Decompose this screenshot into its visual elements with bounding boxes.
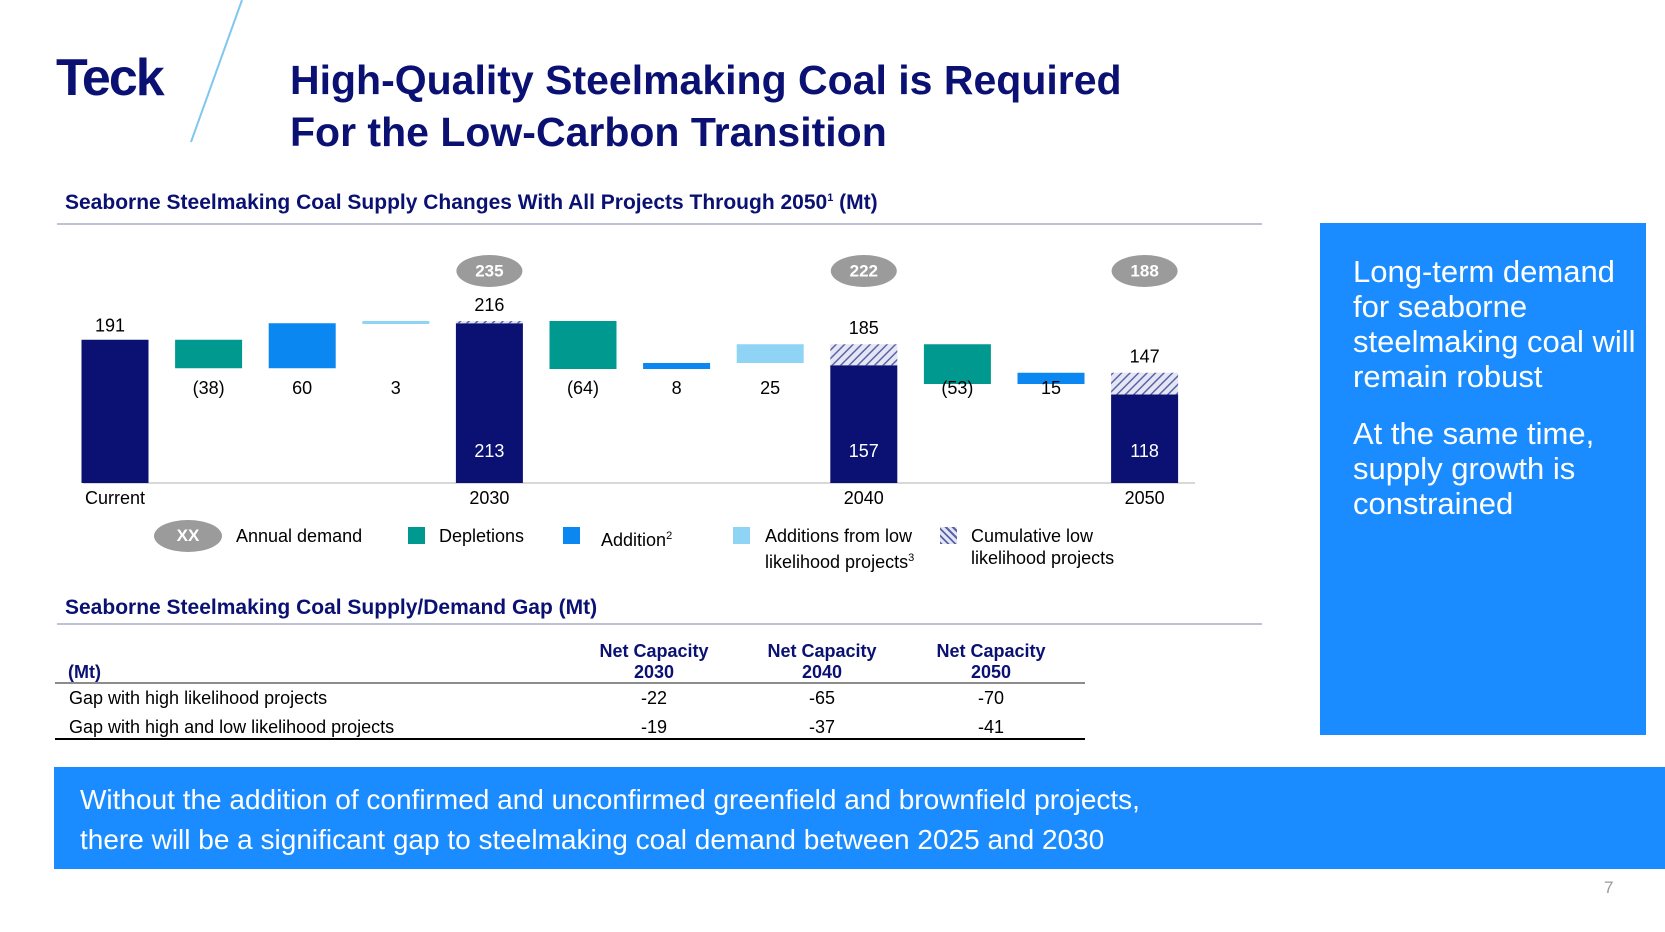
column-header: 2030 xyxy=(633,662,675,682)
value-label: 213 xyxy=(474,441,504,461)
value-label: 191 xyxy=(95,316,125,336)
value-label: 60 xyxy=(292,378,312,398)
legend-label: Addition xyxy=(601,530,667,550)
logo: Teck xyxy=(56,49,165,107)
sidebar: Long-term demand for seaborne steelmakin… xyxy=(1353,254,1638,521)
legend-swatch xyxy=(940,527,957,544)
chart-title-unit: (Mt) xyxy=(839,191,878,214)
sidebar-paragraph: At the same time, supply growth is const… xyxy=(1353,416,1595,521)
legend-swatch xyxy=(563,527,580,544)
table-cell: -19 xyxy=(640,717,667,737)
category-label: Current xyxy=(85,488,145,508)
sidebar-paragraph: Long-term demand for seaborne steelmakin… xyxy=(1353,254,1636,394)
change-bar xyxy=(736,344,804,363)
change-bar xyxy=(1017,372,1085,384)
page-number: 7 xyxy=(1604,878,1614,897)
change-bar xyxy=(923,344,991,384)
demand-label: 235 xyxy=(475,261,503,280)
footnote-mark: 2 xyxy=(666,530,673,542)
value-label: 3 xyxy=(391,378,401,398)
value-label: 15 xyxy=(1041,378,1061,398)
demand-label: 222 xyxy=(850,261,878,280)
legend-label: Depletions xyxy=(439,526,525,546)
category-label: 2030 xyxy=(469,488,509,508)
table-cell: -41 xyxy=(977,717,1004,737)
column-header: 2040 xyxy=(801,662,843,682)
value-label: (38) xyxy=(193,378,225,398)
column-header: Net Capacity xyxy=(936,641,1046,661)
value-label: (64) xyxy=(567,378,599,398)
row-label: Gap with high and low likelihood project… xyxy=(69,717,395,737)
banner-line: there will be a significant gap to steel… xyxy=(80,824,1105,855)
table-cell: -65 xyxy=(808,688,835,708)
table-corner: (Mt) xyxy=(68,662,101,682)
chart-title-text: Seaborne Steelmaking Coal Supply Changes… xyxy=(65,191,828,214)
slide-title: High-Quality Steelmaking Coal is Require… xyxy=(290,54,1122,158)
banner-box xyxy=(54,767,1665,869)
footnote-mark: 1 xyxy=(827,192,834,204)
title-line: High-Quality Steelmaking Coal is Require… xyxy=(290,57,1122,103)
category-label: 2040 xyxy=(844,488,884,508)
legend-item: Addition2 xyxy=(601,525,672,551)
legend-item: Additions from low likelihood projects3 xyxy=(765,525,935,573)
legend-label: Annual demand xyxy=(236,526,363,546)
row-label: Gap with high likelihood projects xyxy=(69,688,328,708)
total-label: 216 xyxy=(474,295,504,315)
demand-label: 188 xyxy=(1130,261,1158,280)
total-bar xyxy=(1111,394,1179,483)
demand-bubble xyxy=(830,255,897,287)
column-header: 2050 xyxy=(970,662,1012,682)
change-bar xyxy=(175,339,243,369)
banner-line: Without the addition of confirmed and un… xyxy=(80,784,1140,815)
legend-swatch xyxy=(733,527,750,544)
demand-bubble xyxy=(1111,255,1178,287)
legend-bubble: XX xyxy=(154,520,222,552)
low-likelihood-bar xyxy=(830,344,898,366)
title-line: For the Low-Carbon Transition xyxy=(290,109,887,155)
value-label: 157 xyxy=(849,441,879,461)
value-label: (53) xyxy=(941,378,973,398)
table-cell: -22 xyxy=(640,688,667,708)
table-title: Seaborne Steelmaking Coal Supply/Demand … xyxy=(65,596,598,619)
logo-divider xyxy=(190,0,243,143)
low-likelihood-bar xyxy=(1111,372,1179,395)
total-bar xyxy=(455,323,523,483)
total-label: 147 xyxy=(1130,347,1160,367)
total-bar xyxy=(830,365,898,483)
legend-swatch xyxy=(408,527,425,544)
value-label: 118 xyxy=(1130,441,1159,461)
legend-label: Cumulative low likelihood projects xyxy=(971,526,1115,568)
value-label: 8 xyxy=(672,378,682,398)
change-bar xyxy=(549,321,617,369)
change-bar xyxy=(268,323,336,369)
change-bar xyxy=(643,363,711,369)
sidebar-box xyxy=(1320,223,1646,735)
legend-label: Additions from low likelihood projects xyxy=(765,526,913,572)
column-header: Net Capacity xyxy=(767,641,877,661)
table-cell: -70 xyxy=(977,688,1004,708)
value-label: 25 xyxy=(760,378,780,398)
chart-title: Seaborne Steelmaking Coal Supply Changes… xyxy=(65,191,878,215)
total-bar xyxy=(81,339,149,483)
demand-bubble xyxy=(456,255,523,287)
total-label: 185 xyxy=(849,318,879,338)
column-header: Net Capacity xyxy=(599,641,709,661)
change-bar xyxy=(362,321,430,324)
low-likelihood-bar xyxy=(455,321,523,324)
legend-item: Depletions xyxy=(439,525,524,547)
footnote-mark: 3 xyxy=(908,552,915,564)
legend-item: Cumulative low likelihood projects xyxy=(971,525,1141,569)
legend-item: Annual demand xyxy=(236,525,362,547)
table-cell: -37 xyxy=(808,717,835,737)
banner: Without the addition of confirmed and un… xyxy=(80,780,1140,860)
category-label: 2050 xyxy=(1125,488,1165,508)
